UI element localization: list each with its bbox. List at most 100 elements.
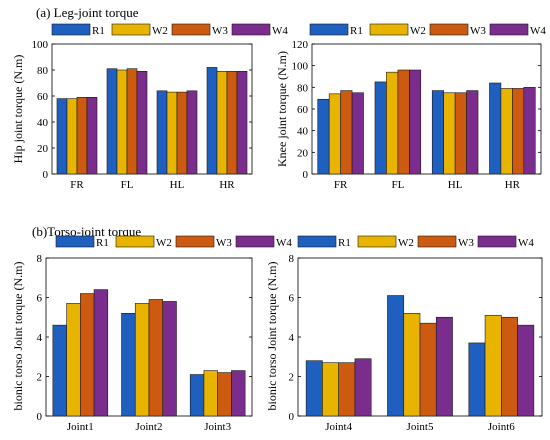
legend-label-W4: W4 [518,237,534,249]
legend-swatch-W2 [357,235,397,248]
legend-swatch-W2 [111,23,151,36]
bar-R1-FL [374,81,387,175]
y-tick-label: 20 [297,147,309,159]
x-tick-label: FR [70,179,84,191]
x-tick-label: Joint6 [488,421,515,433]
legend-swatch-R1 [51,23,91,36]
legend-swatch-R1 [55,235,95,248]
bar-W2-FL [386,71,399,175]
bar-W3-FR [76,97,88,175]
y-axis-label: Hip joint torque (N.m) [11,55,25,164]
bar-W4-Joint2 [162,301,177,417]
bar-R1-HL [431,90,444,175]
legend-label-W2: W2 [156,237,172,249]
y-tick-label: 40 [37,117,49,129]
y-axis-label: bionic torso Joint torque (N.m) [265,262,279,411]
legend-swatch-W4 [489,23,529,36]
bar-R1-FR [317,98,330,175]
bar-W3-FL [397,69,410,175]
bar-W2-HR [216,71,228,175]
y-axis-label: Knee joint torque (N.m) [275,51,289,167]
bar-W3-HR [512,88,525,175]
legend-swatch-W2 [115,235,155,248]
chart-panel-1: 0 20 40 60 80 100 Hip joint torque (N.m) FR FL HL… [11,23,288,191]
legend-label-W4: W4 [276,237,292,249]
x-tick-label: Joint3 [204,421,231,433]
bar-R1-Joint1 [52,324,67,417]
y-tick-label: 100 [292,61,309,73]
bar-W3-Joint2 [148,299,164,417]
legend-swatch-W3 [417,235,457,248]
bar-W3-FL [126,68,138,175]
x-tick-label: HL [170,179,185,191]
y-tick-label: 2 [37,372,43,384]
x-tick-label: FL [121,179,134,191]
y-tick-label: 6 [289,293,295,305]
bar-W2-HL [443,92,456,175]
x-tick-label: Joint1 [67,421,94,433]
bar-W3-HL [454,92,467,175]
bar-W2-FL [116,69,128,175]
bar-R1-Joint2 [121,312,136,417]
bar-W4-FL [409,69,422,175]
legend-swatch-W3 [429,23,469,36]
bar-W3-Joint4 [338,362,356,417]
bar-W4-Joint6 [517,324,535,417]
bar-W4-HR [236,71,248,175]
y-tick-label: 4 [289,332,295,344]
bar-R1-Joint6 [468,342,486,417]
x-tick-label: Joint4 [325,421,352,433]
x-tick-label: Joint2 [136,421,163,433]
x-tick-label: FL [391,179,404,191]
bar-R1-Joint5 [387,295,405,417]
bar-R1-HR [489,82,502,175]
figure-title-b: (b)Torso-joint torque [32,224,142,239]
bar-W4-Joint3 [231,370,246,417]
bar-W3-Joint5 [419,322,437,417]
x-tick-label: HR [219,179,235,191]
y-tick-label: 6 [37,293,43,305]
y-tick-label: 0 [289,411,295,423]
bar-W2-FR [328,93,341,175]
legend-label-R1: R1 [92,25,105,37]
legend-swatch-W2 [369,23,409,36]
bar-W2-Joint5 [403,312,421,417]
bar-W4-FR [86,97,98,175]
y-tick-label: 40 [297,126,309,138]
bar-W2-HL [166,91,178,175]
legend-label-R1: R1 [338,237,351,249]
bar-W2-HR [500,88,513,175]
y-tick-label: 60 [297,104,309,116]
bar-W2-Joint4 [322,362,339,417]
chart-panel-3: 0 2 4 6 8 bionic torso Joint torque (N.m) Join… [11,235,292,433]
x-tick-label: HL [448,179,463,191]
bar-R1-FR [56,98,68,175]
figure-title-a: (a) Leg-joint torque [36,5,139,20]
bar-W3-Joint3 [217,372,232,417]
bar-W4-Joint5 [435,316,453,417]
y-tick-label: 0 [37,411,43,423]
plot-frame [51,43,253,175]
bar-R1-Joint4 [305,360,323,417]
bar-W3-FR [340,90,353,175]
legend-label-W3: W3 [212,25,228,37]
bar-W2-Joint2 [134,303,150,417]
y-tick-label: 120 [292,39,309,51]
bar-R1-Joint3 [189,374,205,417]
bar-W4-FL [136,71,148,175]
y-tick-label: 0 [43,169,49,181]
legend-label-W2: W2 [152,25,168,37]
legend-swatch-W4 [235,235,275,248]
y-tick-label: 80 [37,65,49,77]
bar-R1-FL [106,68,118,175]
bar-W3-HR [226,71,238,175]
legend-label-W2: W2 [410,25,426,37]
legend-label-W3: W3 [458,237,474,249]
bar-W4-Joint1 [93,289,109,417]
bar-W4-HL [186,90,198,175]
y-tick-label: 80 [297,82,309,94]
x-tick-label: Joint5 [407,421,434,433]
legend-swatch-W4 [477,235,517,248]
legend-swatch-W4 [231,23,271,36]
chart-panel-4: 0 2 4 6 8 bionic torso Joint torque (N.m) Join… [265,235,543,433]
